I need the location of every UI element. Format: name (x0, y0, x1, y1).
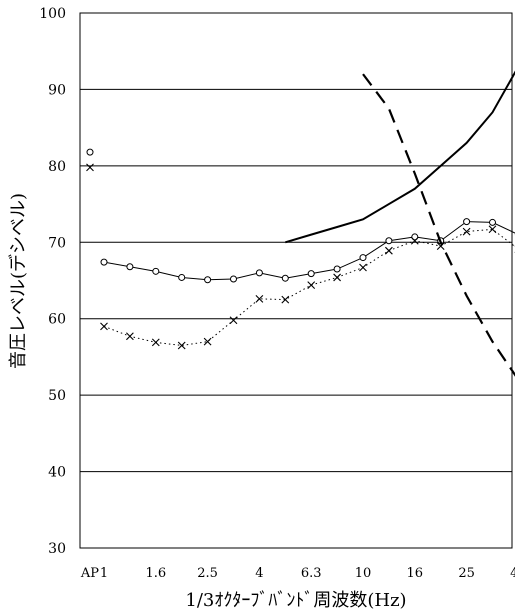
series-3-line (285, 70, 515, 244)
series-2-line (103, 228, 515, 346)
y-tick-label: 100 (39, 6, 66, 22)
series-1-point (411, 233, 419, 241)
series-2-point (100, 322, 108, 331)
series-1-line (103, 221, 515, 281)
series-1-point (126, 263, 134, 271)
y-axis-ticks: 30 40 50 60 70 80 90 100 (39, 6, 66, 557)
series-1-point (178, 273, 186, 281)
series-2-point (436, 242, 445, 250)
series-4-line (362, 73, 515, 377)
x-tick-label: 1 (100, 566, 108, 581)
series-1-point (359, 254, 367, 262)
series-1-point (385, 237, 393, 245)
series-1-point (307, 270, 315, 278)
series-2-point (126, 332, 134, 341)
series-2-point (462, 227, 471, 236)
x-tick-label: AP (80, 566, 99, 581)
x-tick-label: 2.5 (197, 566, 218, 581)
series-2-point (229, 316, 238, 325)
series-2-point (307, 281, 316, 289)
y-tick-label: 90 (48, 82, 66, 98)
x-axis-label: 1/3ｵｸﾀｰﾌﾞﾊﾞﾝﾄﾞ周波数(Hz) (185, 590, 406, 611)
series-2-point (488, 225, 497, 234)
y-tick-label: 50 (48, 388, 66, 404)
gridlines (80, 88, 512, 473)
series-2-point (410, 236, 419, 245)
x-tick-label: 1.6 (145, 566, 166, 581)
y-tick-label: 80 (48, 159, 66, 175)
series-2-point (255, 294, 264, 303)
series-2-point (385, 246, 393, 255)
x-tick-label: 10 (355, 566, 372, 581)
series-2-point (177, 341, 186, 350)
series-1-point (281, 274, 289, 282)
series-1-point (230, 275, 237, 283)
series-1-point (100, 258, 108, 266)
y-tick-label: 40 (48, 465, 66, 481)
series-1-point (255, 269, 263, 277)
series-1-point (489, 218, 496, 226)
series-group (86, 70, 515, 377)
y-axis-label: 音圧レベル(デシベル) (8, 193, 29, 369)
x-tick-label: 6.3 (301, 566, 322, 581)
x-tick-label: 16 (407, 566, 424, 581)
x-tick-label: 25 (458, 566, 475, 581)
series-2-point (333, 273, 341, 282)
y-tick-label: 30 (48, 541, 66, 557)
series-1-point (333, 265, 341, 273)
series-2-point (86, 163, 94, 172)
series-1-point (152, 267, 160, 275)
series-2-point (359, 263, 367, 272)
x-tick-label: 4 (255, 566, 263, 581)
series-2-point (281, 295, 290, 304)
y-tick-label: 70 (48, 235, 66, 251)
series-1-point (204, 276, 212, 284)
plot-frame (79, 12, 513, 549)
series-2-point (203, 337, 212, 346)
series-1-point (86, 148, 94, 156)
y-tick-label: 60 (48, 312, 66, 328)
series-1-point (463, 218, 471, 226)
x-tick-label: 40 (510, 566, 515, 581)
series-2-point (151, 338, 160, 347)
